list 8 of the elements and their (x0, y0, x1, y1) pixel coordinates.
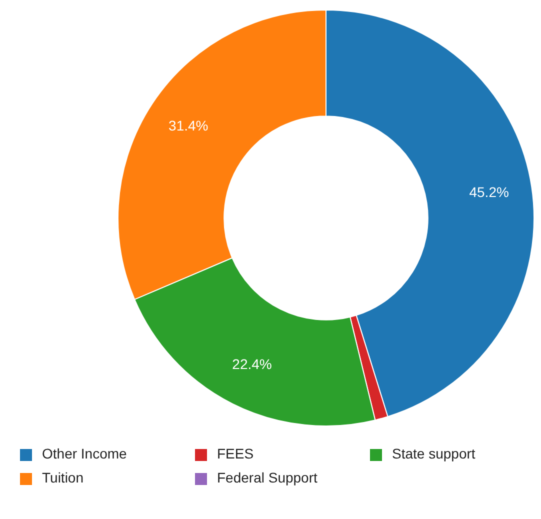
legend-label: State support (392, 446, 476, 462)
data-label: 45.2% (469, 184, 509, 200)
legend-label: Tuition (42, 470, 84, 486)
data-label: 22.4% (232, 356, 272, 372)
legend-label: FEES (217, 446, 254, 462)
legend-label: Federal Support (217, 470, 318, 486)
data-label: 31.4% (168, 118, 208, 134)
legend-label: Other Income (42, 446, 128, 462)
